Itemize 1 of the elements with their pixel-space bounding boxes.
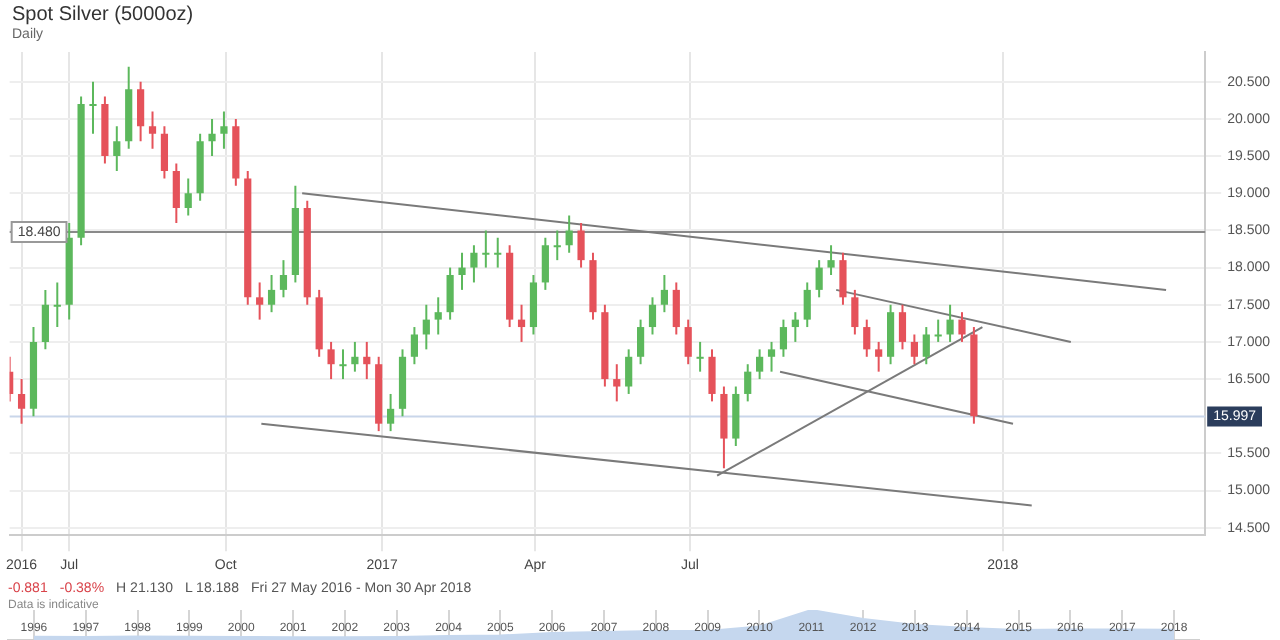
chart-title: Spot Silver (5000oz) — [12, 4, 194, 26]
